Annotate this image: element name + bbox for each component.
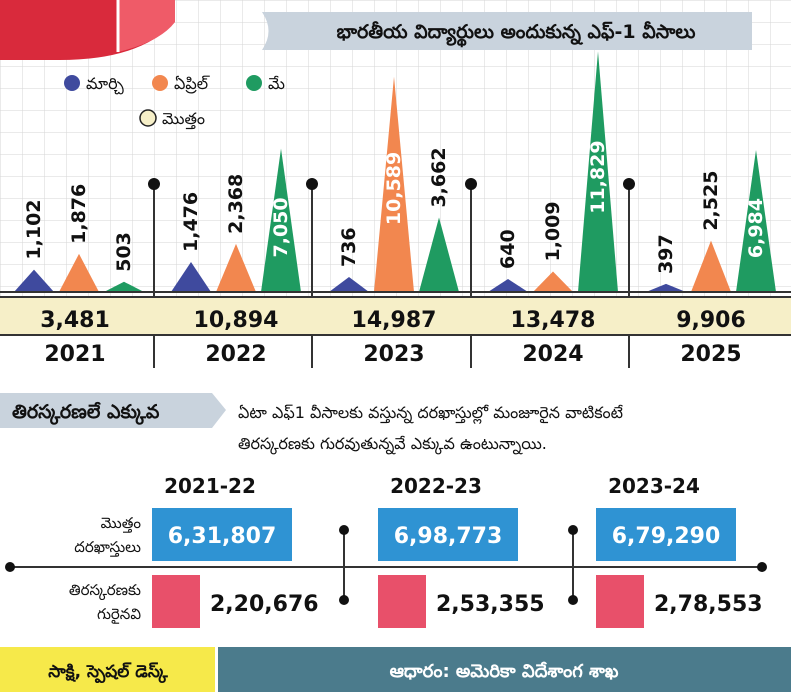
value-label-may-2022: 7,050 xyxy=(270,197,292,257)
value-label-march-2025: 397 xyxy=(655,234,677,274)
legend-march-label: మార్చి xyxy=(86,74,124,95)
applications-box-2021-22 xyxy=(152,508,292,561)
bar-april-2021 xyxy=(59,253,99,292)
total-2021: 3,481 xyxy=(40,308,110,333)
bar-may-2021 xyxy=(104,281,144,292)
bar-may-2023 xyxy=(419,217,459,292)
triangle-bars xyxy=(14,51,776,292)
value-label-march-2024: 640 xyxy=(497,229,519,269)
rejections-label-line1: తిరస్కరణకు xyxy=(69,581,141,601)
applications-label-line2: దరఖాస్తులు xyxy=(74,538,141,557)
totals-row: 3,481 10,894 14,987 13,478 9,906 xyxy=(40,308,746,333)
bar-march-2022 xyxy=(171,261,211,292)
value-label-march-2022: 1,476 xyxy=(180,192,202,252)
value-label-may-2025: 6,984 xyxy=(745,198,767,258)
bar-may-2022 xyxy=(261,148,301,292)
value-label-april-2021: 1,876 xyxy=(68,184,90,244)
period-2021-22: 2021-22 xyxy=(164,474,256,498)
rejection-periods: 2021-22 6,31,807 2,20,676 2022-23 6,98,773 2,… xyxy=(152,474,763,628)
value-label-march-2021: 1,102 xyxy=(23,199,45,259)
year-separators xyxy=(148,178,635,368)
legend: మార్చి ఏప్రిల్ మే మొత్తం xyxy=(64,74,285,130)
bar-march-2023 xyxy=(329,277,369,292)
timeline-start-dot xyxy=(5,562,15,572)
rejections-box-2022-23 xyxy=(378,575,426,628)
rejections-box-2021-22 xyxy=(152,575,200,628)
timeline-end-dot xyxy=(757,562,767,572)
title-bar: భారతీయ విద్యార్థులు అందుకున్న ఎఫ్-1 వీసా… xyxy=(262,12,752,50)
applications-value-2023-24: 6,79,290 xyxy=(612,524,721,549)
rejections-label-line2: గురైనవి xyxy=(97,605,141,624)
rejections-value-2022-23: 2,53,355 xyxy=(436,592,545,617)
value-label-april-2025: 2,525 xyxy=(700,171,722,231)
year-labels: 2021 2022 2023 2024 2025 xyxy=(44,342,741,367)
value-label-april-2023: 10,589 xyxy=(383,152,405,225)
legend-total-label: మొత్తం xyxy=(162,109,205,130)
total-2023: 14,987 xyxy=(352,308,437,333)
year-2022: 2022 xyxy=(205,342,266,367)
value-label-april-2024: 1,009 xyxy=(542,201,564,261)
year-2021: 2021 xyxy=(44,342,105,367)
year-2024: 2024 xyxy=(522,342,583,367)
bar-may-2025 xyxy=(736,149,776,292)
total-2022: 10,894 xyxy=(194,308,279,333)
title-bar-bg xyxy=(262,12,752,50)
footer-left-text: సాక్షి, స్పెషల్‌ డెస్క్‌ xyxy=(48,662,168,684)
value-label-march-2023: 736 xyxy=(338,227,360,267)
period-2022-23: 2022-23 xyxy=(390,474,482,498)
total-2025: 9,906 xyxy=(676,308,746,333)
section-note-line1: ఏటా ఎఫ్1 వీసాలకు వస్తున్న దరఖాస్తుల్లో మ… xyxy=(238,403,624,424)
applications-box-2022-23 xyxy=(378,508,518,561)
period-2023-24: 2023-24 xyxy=(608,474,700,498)
total-2024: 13,478 xyxy=(511,308,596,333)
decorative-corner-shape xyxy=(0,0,175,60)
bar-may-2024 xyxy=(578,51,618,292)
applications-value-2022-23: 6,98,773 xyxy=(394,524,503,549)
value-label-may-2024: 11,829 xyxy=(587,140,609,213)
footer-right-bg xyxy=(218,647,791,692)
legend-may-swatch xyxy=(246,75,262,91)
bar-march-2025 xyxy=(646,283,686,292)
legend-march-swatch xyxy=(64,75,80,91)
legend-april-swatch xyxy=(152,75,168,91)
bar-march-2024 xyxy=(488,278,528,292)
section-header-bg xyxy=(0,393,226,428)
applications-value-2021-22: 6,31,807 xyxy=(168,524,277,549)
bar-april-2023 xyxy=(374,76,414,292)
section-title: తిరస్కరణలే ఎక్కువ xyxy=(12,401,160,425)
value-label-april-2022: 2,368 xyxy=(225,174,247,234)
value-labels: 1,102 1,876 503 1,476 2,368 7,050 736 10,589 3,6… xyxy=(23,140,767,273)
footer-right-text: ఆధారం: అమెరికా విదేశాంగ శాఖ xyxy=(390,661,619,682)
legend-april-label: ఏప్రిల్ xyxy=(174,74,211,94)
legend-may-label: మే xyxy=(268,74,285,93)
bar-march-2021 xyxy=(14,269,54,292)
rejections-box-2023-24 xyxy=(596,575,644,628)
section-note-line2: తిరస్కరణకు గురవుతున్నవే ఎక్కువ ఉంటున్నాయ… xyxy=(238,434,547,455)
bar-april-2024 xyxy=(533,271,573,292)
value-label-may-2023: 3,662 xyxy=(428,147,450,207)
totals-band xyxy=(0,297,791,335)
applications-label-line1: మొత్తం xyxy=(101,514,142,533)
timeline-connectors xyxy=(339,525,578,605)
year-2025: 2025 xyxy=(680,342,741,367)
year-2023: 2023 xyxy=(363,342,424,367)
footer-left-bg xyxy=(0,647,215,692)
bar-april-2022 xyxy=(216,243,256,292)
legend-total-swatch xyxy=(139,109,157,127)
value-label-may-2021: 503 xyxy=(113,232,135,272)
rejections-value-2023-24: 2,78,553 xyxy=(654,592,763,617)
bar-april-2025 xyxy=(691,240,731,292)
applications-box-2023-24 xyxy=(596,508,736,561)
rejections-value-2021-22: 2,20,676 xyxy=(210,592,319,617)
